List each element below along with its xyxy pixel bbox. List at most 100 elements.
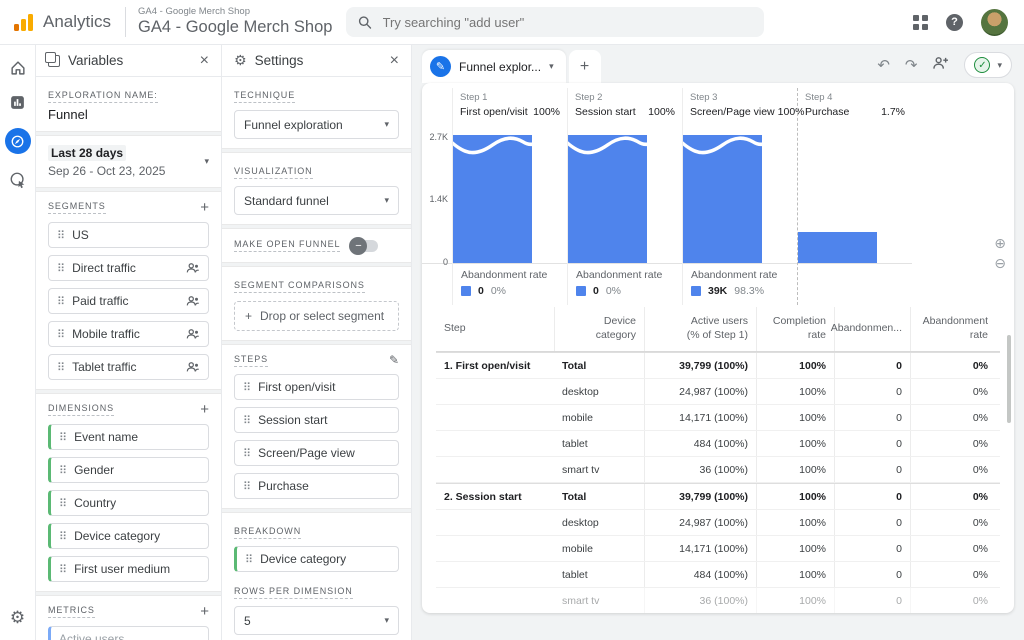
cell-abandonment-rate: 0% xyxy=(910,431,996,456)
funnel-bar[interactable] xyxy=(798,232,877,263)
dimension-chip-label: Gender xyxy=(74,463,200,477)
cell-step xyxy=(436,510,554,535)
segment-chip[interactable]: ⠿ Direct traffic xyxy=(48,255,209,281)
funnel-columns: Step 1 First open/visit 100% xyxy=(452,88,912,305)
add-dimension-icon[interactable]: + xyxy=(200,402,209,417)
drag-handle-icon[interactable]: ⠿ xyxy=(245,553,253,566)
redo-icon[interactable]: ↷ xyxy=(905,56,918,74)
drag-handle-icon[interactable]: ⠿ xyxy=(59,563,67,576)
funnel-step-name: First open/visit xyxy=(460,106,528,118)
drag-handle-icon[interactable]: ⠿ xyxy=(57,361,65,374)
settings-title: Settings xyxy=(255,53,382,68)
funnel-bar[interactable] xyxy=(568,135,647,263)
rows-per-dimension-select[interactable]: 5 ▾ xyxy=(234,606,399,635)
drag-handle-icon[interactable]: ⠿ xyxy=(243,480,251,493)
drag-handle-icon[interactable]: ⠿ xyxy=(57,328,65,341)
metric-chip-label: Active users xyxy=(59,632,200,640)
cell-abandonment-rate: 0% xyxy=(910,562,996,587)
chevron-down-icon: ▾ xyxy=(384,195,389,206)
apps-grid-icon[interactable] xyxy=(913,15,928,30)
table-header-cell: Completion rate xyxy=(756,307,834,351)
close-variables-icon[interactable]: × xyxy=(200,53,209,69)
step-chip[interactable]: ⠿ First open/visit xyxy=(234,374,399,400)
drag-handle-icon[interactable]: ⠿ xyxy=(57,295,65,308)
drag-handle-icon[interactable]: ⠿ xyxy=(59,497,67,510)
date-range-selector[interactable]: Last 28 days Sep 26 - Oct 23, 2025 ▾ xyxy=(36,136,221,187)
explore-icon-selected[interactable] xyxy=(5,128,31,154)
add-metric-icon[interactable]: + xyxy=(200,604,209,619)
dimension-chip[interactable]: ⠿ Device category xyxy=(48,523,209,549)
breakdown-table: StepDevice categoryActive users (% of St… xyxy=(436,307,1000,613)
drag-handle-icon[interactable]: ⠿ xyxy=(243,414,251,427)
add-segment-icon[interactable]: + xyxy=(200,200,209,215)
funnel-bar[interactable] xyxy=(683,135,762,263)
zoom-out-icon[interactable]: ⊖ xyxy=(994,255,1006,272)
cell-active-users: 36 (100%) xyxy=(644,588,756,613)
advertising-icon[interactable] xyxy=(9,171,27,189)
table-scrollbar[interactable] xyxy=(1007,335,1011,423)
funnel-step-number: Step 1 xyxy=(460,92,560,103)
make-open-funnel-toggle[interactable]: − xyxy=(352,240,378,252)
step-chip[interactable]: ⠿ Session start xyxy=(234,407,399,433)
edit-steps-icon[interactable]: ✎ xyxy=(389,353,399,367)
cell-device-category: smart tv xyxy=(554,457,644,482)
exploration-name-label: EXPLORATION NAME: xyxy=(48,90,158,103)
help-icon[interactable]: ? xyxy=(946,14,963,31)
table-header-row: StepDevice categoryActive users (% of St… xyxy=(436,307,1000,352)
tab-funnel-exploration[interactable]: ✎ Funnel explor... ▾ xyxy=(422,50,566,83)
drag-handle-icon[interactable]: ⠿ xyxy=(243,447,251,460)
drag-handle-icon[interactable]: ⠿ xyxy=(243,381,251,394)
technique-select[interactable]: Funnel exploration ▾ xyxy=(234,110,399,139)
step-chip[interactable]: ⠿ Screen/Page view xyxy=(234,440,399,466)
share-add-user-icon[interactable] xyxy=(932,56,949,74)
segment-drop-zone[interactable]: + Drop or select segment xyxy=(234,301,399,331)
dimension-chip[interactable]: ⠿ Gender xyxy=(48,457,209,483)
segment-chip[interactable]: ⠿ Mobile traffic xyxy=(48,321,209,347)
cell-abandonment-rate: 0% xyxy=(910,353,996,378)
metric-chip[interactable]: Active users xyxy=(48,626,209,640)
dimension-chip[interactable]: ⠿ First user medium xyxy=(48,556,209,582)
cell-completion-rate: 100% xyxy=(756,588,834,613)
drag-handle-icon[interactable]: ⠿ xyxy=(57,262,65,275)
funnel-bar[interactable] xyxy=(453,135,532,263)
segment-chip[interactable]: ⠿ Paid traffic xyxy=(48,288,209,314)
visualization-value: Standard funnel xyxy=(244,194,329,208)
drag-handle-icon[interactable]: ⠿ xyxy=(59,431,67,444)
admin-gear-icon[interactable]: ⚙ xyxy=(10,608,25,628)
drag-handle-icon[interactable]: ⠿ xyxy=(59,530,67,543)
search-input[interactable] xyxy=(383,15,753,30)
home-icon[interactable] xyxy=(9,59,27,77)
segment-chip[interactable]: ⠿ US xyxy=(48,222,209,248)
shared-people-icon xyxy=(186,361,200,373)
y-tick: 0 xyxy=(443,257,448,267)
visualization-select[interactable]: Standard funnel ▾ xyxy=(234,186,399,215)
dimension-chip-label: Device category xyxy=(74,529,200,543)
reports-icon[interactable] xyxy=(9,94,26,111)
exploration-name-section[interactable]: EXPLORATION NAME: Funnel xyxy=(36,77,221,131)
segment-chip[interactable]: ⠿ Tablet traffic xyxy=(48,354,209,380)
cell-step xyxy=(436,379,554,404)
abandonment-rate: 0% xyxy=(491,285,506,297)
search-bar[interactable] xyxy=(346,7,764,37)
step-chip[interactable]: ⠿ Purchase xyxy=(234,473,399,499)
breakdown-chip[interactable]: ⠿ Device category xyxy=(234,546,399,572)
step-chip-label: Screen/Page view xyxy=(258,446,390,460)
zoom-in-icon[interactable]: ⊕ xyxy=(994,235,1006,252)
close-settings-icon[interactable]: × xyxy=(390,53,399,69)
undo-icon[interactable]: ↶ xyxy=(877,56,890,74)
user-avatar[interactable] xyxy=(981,9,1008,36)
table-header-cell: Device category xyxy=(554,307,644,351)
drag-handle-icon[interactable]: ⠿ xyxy=(59,464,67,477)
exploration-name-value[interactable]: Funnel xyxy=(48,107,209,122)
dimension-chip[interactable]: ⠿ Country xyxy=(48,490,209,516)
property-switcher[interactable]: GA4 - Google Merch Shop GA4 - Google Mer… xyxy=(125,7,332,37)
cell-abandonments: 0 xyxy=(834,588,910,613)
nav-rail: ⚙ xyxy=(0,45,36,640)
dimension-chip[interactable]: ⠿ Event name xyxy=(48,424,209,450)
cell-step xyxy=(436,457,554,482)
approval-status-button[interactable]: ✓ ▾ xyxy=(964,52,1012,78)
table-row: tablet 484 (100%) 100% 0 0% xyxy=(436,431,1000,457)
add-tab-button[interactable]: + xyxy=(569,50,601,83)
drag-handle-icon[interactable]: ⠿ xyxy=(57,229,65,242)
cell-active-users: 484 (100%) xyxy=(644,431,756,456)
